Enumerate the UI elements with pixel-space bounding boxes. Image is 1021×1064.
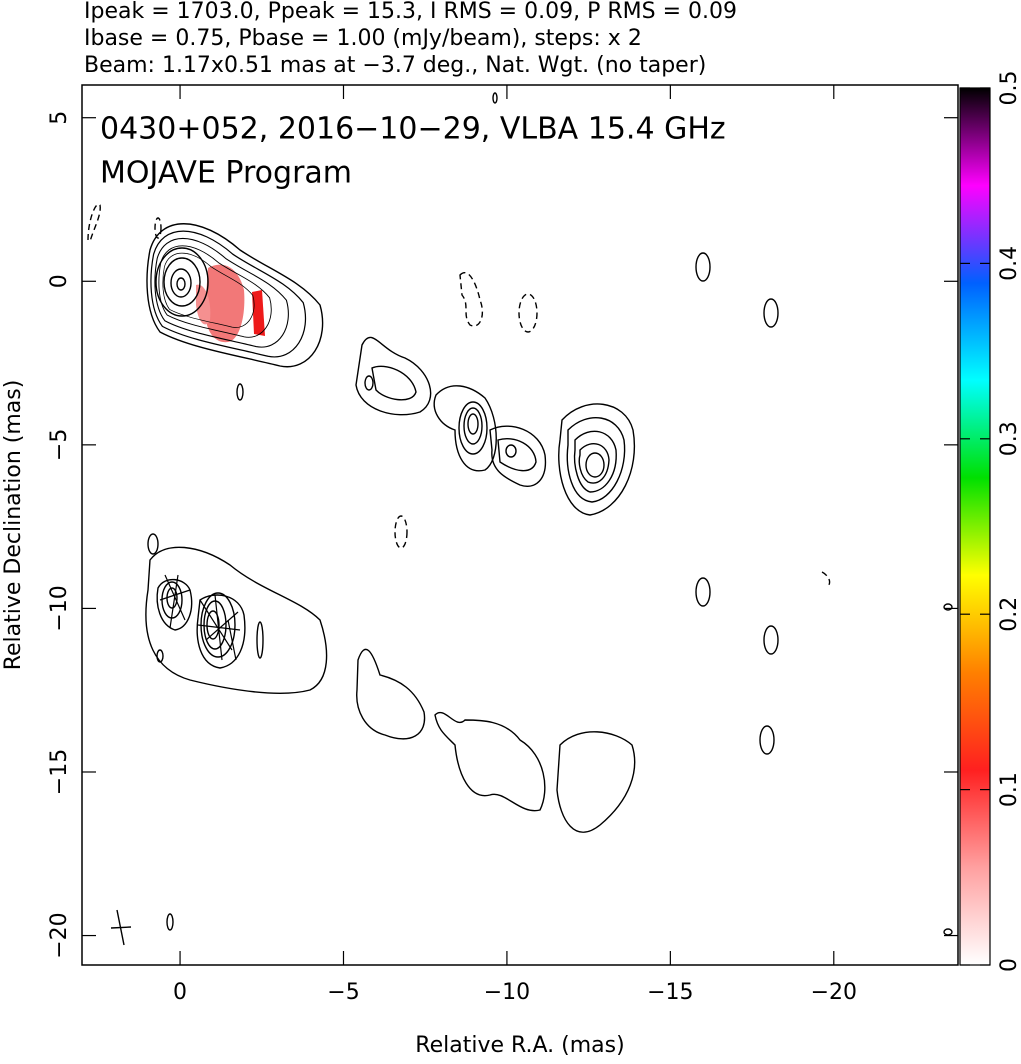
contour bbox=[155, 247, 209, 317]
beam bbox=[110, 909, 132, 946]
contour bbox=[146, 223, 324, 368]
contour bbox=[763, 625, 779, 655]
contour bbox=[256, 621, 264, 659]
header-line: Ipeak = 1703.0, Ppeak = 15.3, I RMS = 0.… bbox=[84, 0, 737, 24]
colorbar-tick-label: 0.2 bbox=[997, 597, 1021, 632]
y-tick-label: −10 bbox=[47, 585, 72, 631]
negative-contour bbox=[459, 272, 484, 327]
y-tick-label: −20 bbox=[47, 912, 72, 958]
contour bbox=[759, 725, 775, 755]
contour bbox=[156, 649, 164, 663]
contour bbox=[203, 600, 227, 650]
contour bbox=[695, 252, 711, 282]
negative-contour bbox=[87, 203, 101, 243]
colorbar-tick-label: 0.3 bbox=[997, 421, 1021, 456]
contour bbox=[176, 277, 186, 291]
x-tick-label: −5 bbox=[327, 980, 359, 1005]
contour bbox=[578, 442, 610, 484]
polarization-patch bbox=[252, 290, 265, 336]
colorbar bbox=[959, 87, 991, 966]
polarization-vectors bbox=[159, 574, 241, 661]
contour bbox=[489, 425, 547, 487]
x-tick-label: 0 bbox=[173, 980, 187, 1005]
contour bbox=[566, 416, 626, 503]
contour bbox=[356, 648, 426, 740]
contour bbox=[585, 452, 605, 478]
contour bbox=[558, 403, 635, 516]
negative-contour bbox=[394, 515, 408, 549]
y-tick-label: −5 bbox=[47, 429, 72, 461]
contour bbox=[163, 257, 201, 307]
annotation: MOJAVE Program bbox=[100, 156, 352, 191]
y-tick-label: 5 bbox=[47, 111, 72, 125]
contour bbox=[236, 383, 244, 401]
contour bbox=[505, 444, 517, 458]
contour bbox=[156, 578, 193, 631]
contour bbox=[154, 237, 289, 348]
contour bbox=[166, 913, 174, 931]
annotation: 0430+052, 2016−10−29, VLBA 15.4 GHz bbox=[100, 112, 726, 147]
colorbar-tick-label: 0.1 bbox=[997, 772, 1021, 807]
contour bbox=[434, 712, 546, 812]
contour bbox=[943, 928, 953, 936]
contour bbox=[433, 385, 497, 472]
contour bbox=[943, 603, 953, 611]
plot-frame bbox=[81, 84, 959, 966]
contour bbox=[695, 577, 711, 607]
contour bbox=[467, 413, 479, 435]
contour bbox=[355, 336, 432, 416]
contour bbox=[463, 407, 483, 445]
contour bbox=[371, 365, 417, 401]
contour bbox=[196, 594, 246, 669]
y-axis-label: Relative Declination (mas) bbox=[1, 380, 26, 671]
contour bbox=[556, 731, 636, 833]
contour bbox=[206, 610, 220, 640]
header-line: Beam: 1.17x0.51 mas at −3.7 deg., Nat. W… bbox=[84, 53, 706, 78]
contour bbox=[364, 375, 374, 391]
x-tick-label: −20 bbox=[811, 980, 857, 1005]
contour bbox=[145, 546, 328, 694]
contour-map bbox=[87, 92, 953, 946]
colorbar-tick-label: 0.4 bbox=[997, 246, 1021, 281]
y-tick-label: −15 bbox=[47, 749, 72, 795]
x-axis-label: Relative R.A. (mas) bbox=[415, 1033, 624, 1058]
negative-contour bbox=[154, 217, 162, 239]
contour bbox=[763, 298, 779, 328]
header-line: Ibase = 0.75, Pbase = 1.00 (mJy/beam), s… bbox=[84, 26, 642, 51]
contour bbox=[150, 230, 307, 358]
contour bbox=[158, 245, 272, 338]
y-tick-label: 0 bbox=[47, 274, 72, 288]
contour bbox=[492, 92, 498, 104]
contour bbox=[170, 268, 192, 298]
polarization-patch bbox=[205, 264, 245, 343]
contour bbox=[147, 533, 159, 555]
x-tick-label: −10 bbox=[484, 980, 530, 1005]
contour bbox=[458, 401, 488, 455]
colorbar-tick-label: 0.5 bbox=[997, 71, 1021, 106]
negative-contour bbox=[821, 571, 831, 587]
contour bbox=[573, 430, 617, 493]
colorbar-tick-label: 0 bbox=[997, 958, 1021, 972]
x-tick-label: −15 bbox=[647, 980, 693, 1005]
negative-contour bbox=[518, 293, 538, 333]
contour bbox=[497, 438, 537, 472]
contour-set bbox=[146, 223, 324, 368]
